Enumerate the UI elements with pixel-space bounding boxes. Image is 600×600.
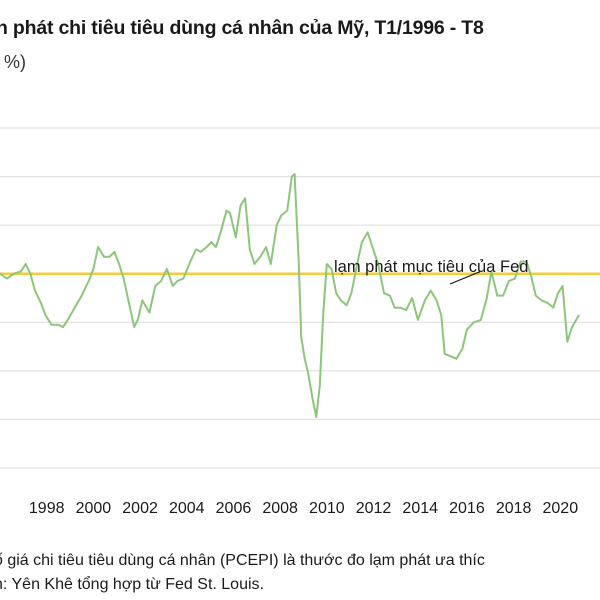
x-tick-label: 2000 bbox=[76, 500, 112, 517]
series-line bbox=[0, 173, 580, 418]
x-tick-label: 2010 bbox=[309, 500, 345, 517]
x-tick-label: 2002 bbox=[122, 500, 158, 517]
unit-label: : %) bbox=[0, 52, 27, 72]
x-tick-label: 2008 bbox=[262, 500, 298, 517]
x-tick-label: 2020 bbox=[543, 500, 579, 517]
x-tick-label: 2014 bbox=[402, 500, 438, 517]
x-tick-label: 1998 bbox=[29, 500, 65, 517]
x-axis-ticks: 1998 2000 2002 2004 2006 2008 2010 2012 2014 2016… bbox=[29, 500, 578, 517]
x-tick-label: 2012 bbox=[356, 500, 392, 517]
x-tick-label: 2006 bbox=[216, 500, 252, 517]
x-tick-label: 2004 bbox=[169, 500, 205, 517]
footnote-definition: ố giá chi tiêu tiêu dùng cá nhân (PCEPI)… bbox=[0, 552, 485, 569]
annotation-leader-line bbox=[449, 271, 481, 285]
target-annotation: lạm phát mục tiêu của Fed bbox=[334, 258, 528, 276]
grid-lines bbox=[0, 127, 600, 469]
x-tick-label: 2018 bbox=[496, 500, 532, 517]
x-tick-label: 2016 bbox=[449, 500, 485, 517]
chart-title: n phát chi tiêu tiêu dùng cá nhân của Mỹ… bbox=[0, 17, 484, 39]
footnote-source: n: Yên Khê tổng hợp từ Fed St. Louis. bbox=[0, 576, 264, 593]
